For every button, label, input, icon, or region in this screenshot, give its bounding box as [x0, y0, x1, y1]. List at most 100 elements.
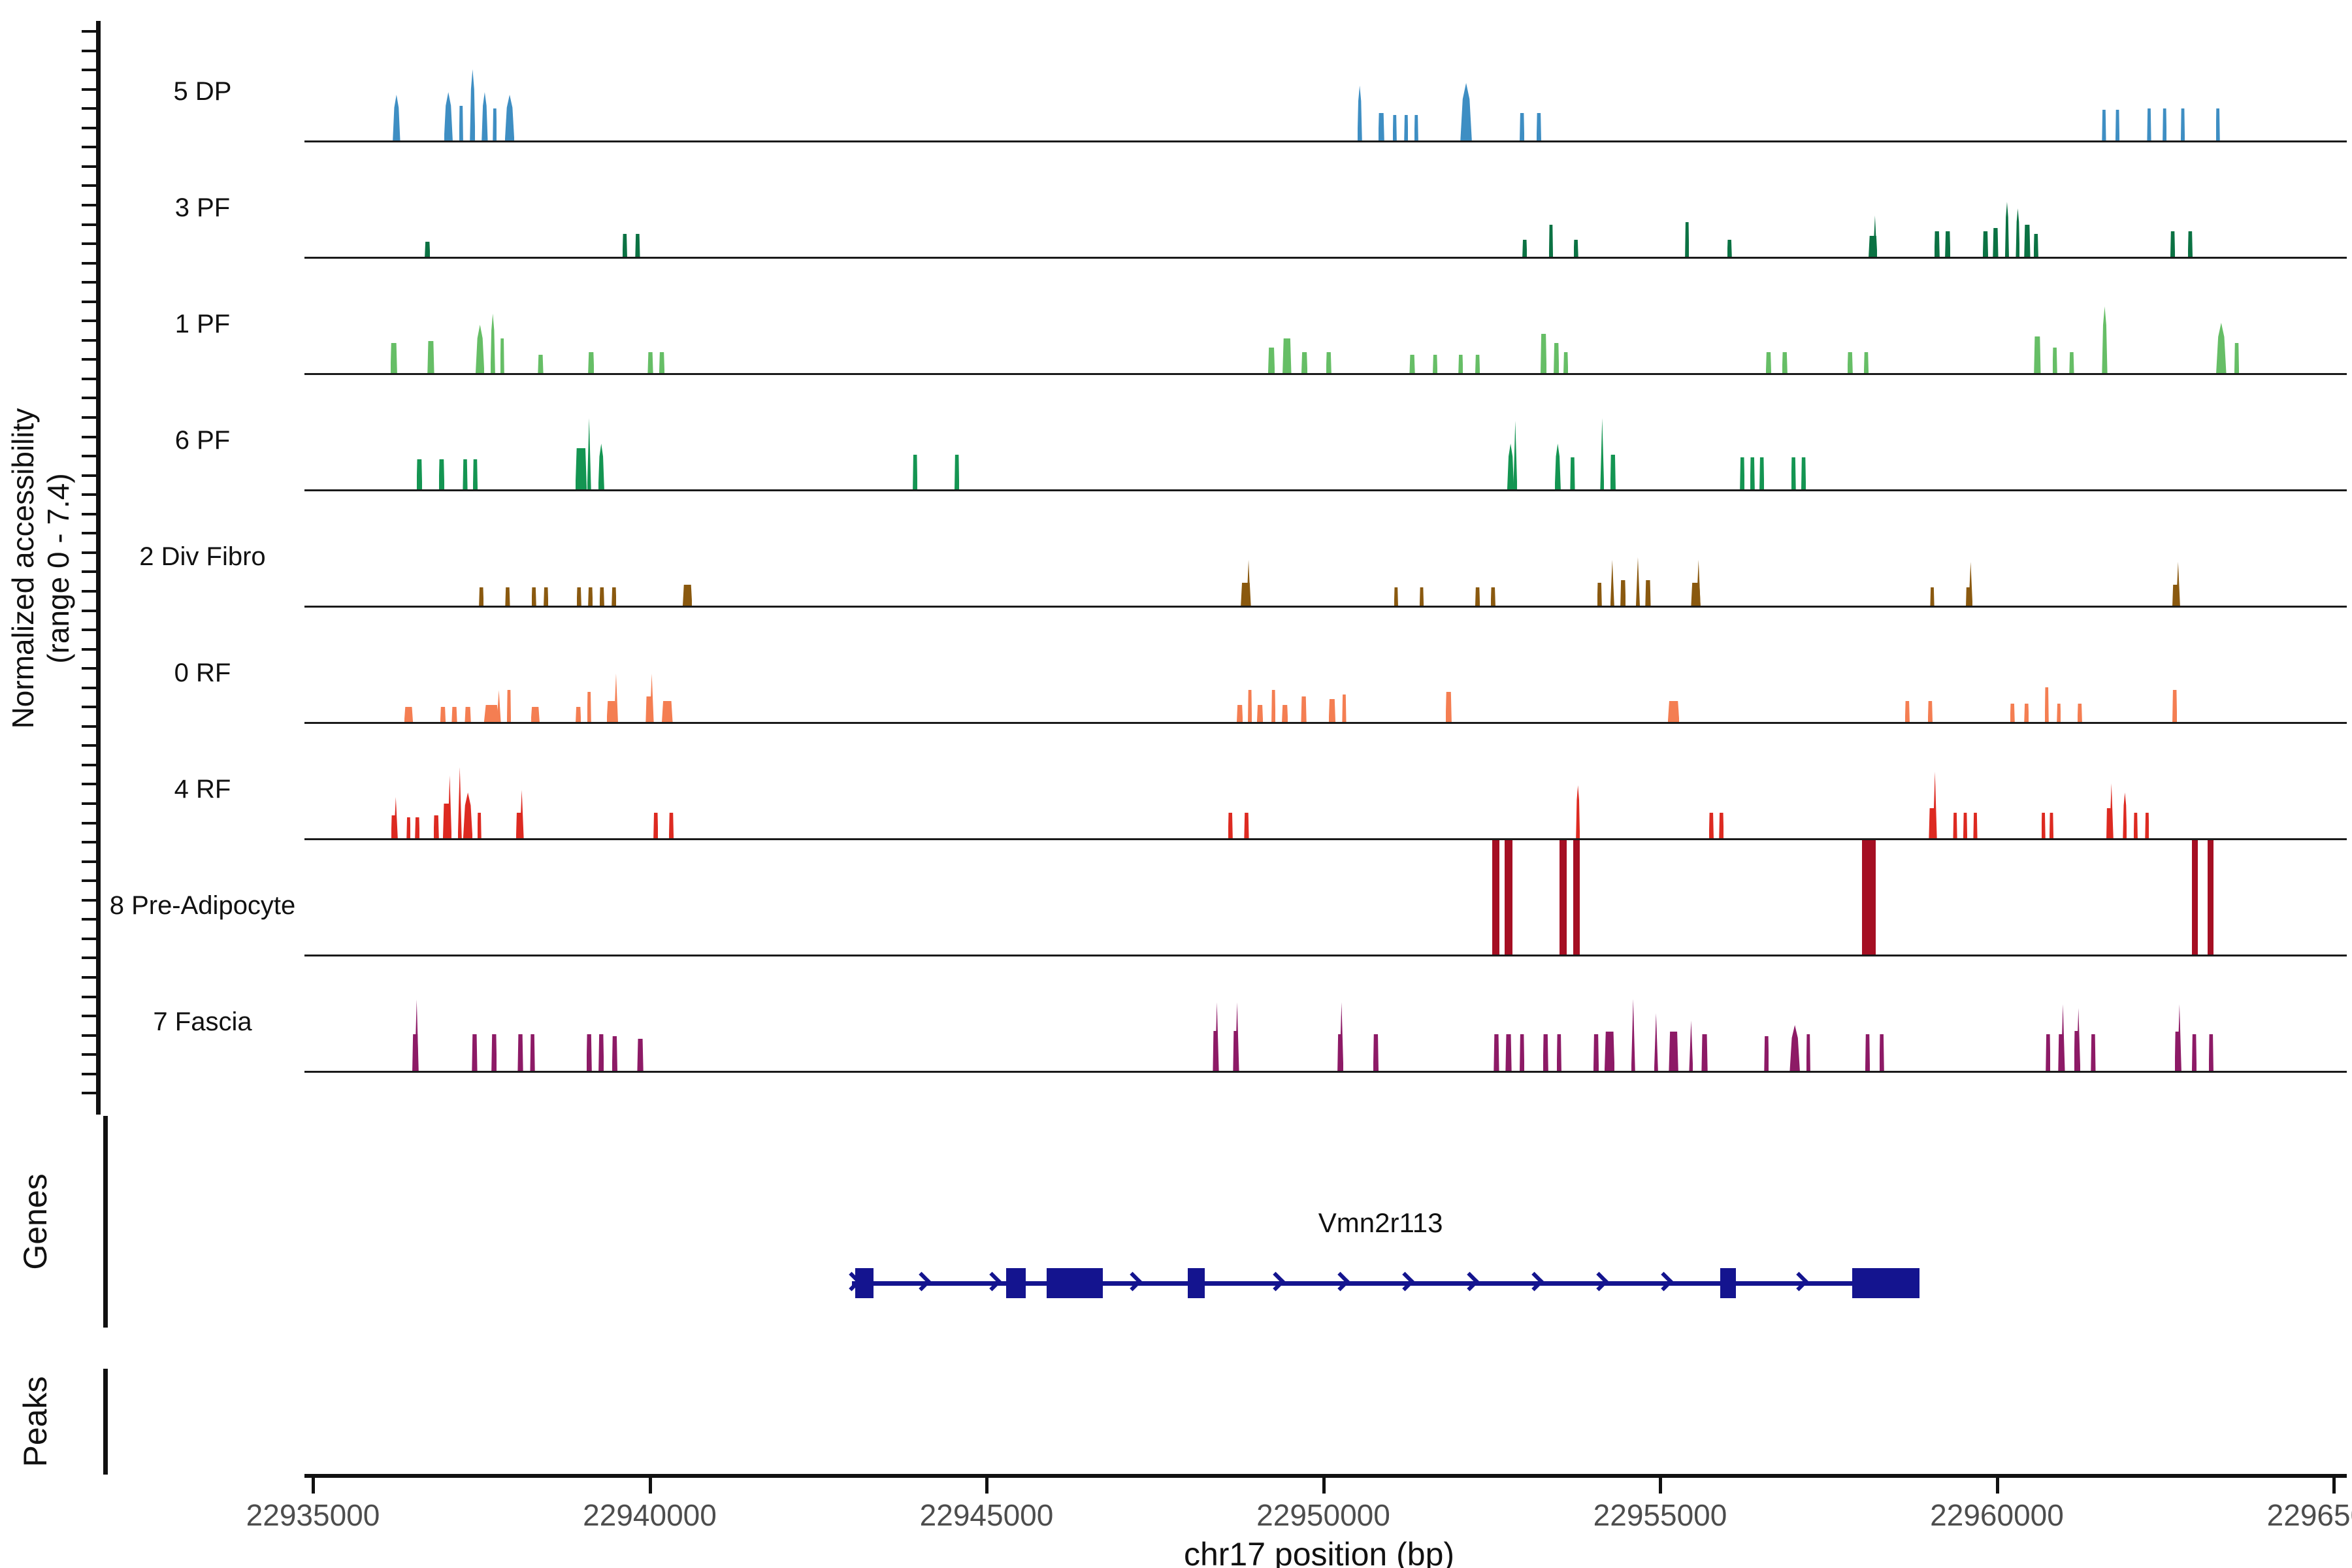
y-axis-title-line2: (range 0 - 7.4): [41, 473, 75, 664]
y-axis-tick: [82, 493, 96, 497]
gene-strand-arrow-icon: [1789, 1271, 1809, 1292]
coverage-bar: [1520, 1034, 1525, 1071]
coverage-bar: [613, 674, 618, 722]
coverage-bar: [1953, 813, 1957, 838]
coverage-bar: [2058, 1034, 2064, 1071]
coverage-bar: [588, 352, 595, 373]
coverage-bar: [622, 234, 627, 257]
coverage-bar: [913, 455, 918, 489]
coverage-bar: [1490, 587, 1495, 606]
coverage-bar: [1522, 240, 1527, 257]
coverage-bar: [1973, 813, 1978, 838]
coverage-bar: [1782, 352, 1788, 373]
y-axis-tick: [82, 570, 96, 574]
coverage-bar: [1267, 348, 1275, 373]
coverage-bar: [2176, 562, 2180, 606]
coverage-bar: [1394, 587, 1398, 606]
x-axis-tick-label: 22965000: [2266, 1498, 2352, 1532]
coverage-bar: [2077, 704, 2082, 722]
y-axis-tick: [82, 223, 96, 226]
y-axis-tick: [82, 416, 96, 419]
coverage-bar: [635, 234, 640, 257]
x-axis-tick-label: 22950000: [1256, 1498, 1390, 1532]
coverage-bar: [653, 813, 659, 838]
coverage-bar: [531, 707, 540, 722]
coverage-bar: [475, 325, 485, 373]
coverage-bar: [531, 587, 536, 606]
y-axis-tick: [82, 474, 96, 477]
coverage-bar: [1458, 355, 1463, 373]
coverage-bar: [2033, 234, 2038, 257]
gene-strand-arrow-icon: [1122, 1271, 1143, 1292]
coverage-bar: [2024, 704, 2029, 722]
coverage-bar: [649, 674, 654, 722]
coverage-bar: [2208, 1034, 2213, 1071]
coverage-bar: [2216, 323, 2227, 373]
coverage-bar: [2069, 352, 2074, 373]
coverage-bar: [668, 813, 674, 838]
track-label-5-dp: 5 DP: [173, 77, 232, 106]
coverage-bar: [1573, 240, 1578, 257]
y-axis-tick: [82, 898, 96, 902]
coverage-bar: [612, 1036, 617, 1071]
coverage-bar: [1696, 560, 1701, 606]
track-label-0-rf: 0 RF: [174, 659, 231, 687]
genes-section-label: Genes: [17, 1173, 54, 1270]
coverage-bar: [1610, 455, 1616, 489]
coverage-bar: [393, 95, 400, 140]
coverage-bar: [1563, 352, 1569, 373]
peaks-section-label: Peaks: [17, 1376, 54, 1467]
coverage-bar: [1963, 813, 1968, 838]
coverage-bar: [1392, 115, 1397, 140]
coverage-bar: [1560, 840, 1567, 955]
coverage-bar: [2057, 704, 2061, 722]
coverage-bar: [1576, 785, 1580, 838]
coverage-bar: [1520, 113, 1525, 140]
coverage-bar: [1419, 587, 1424, 606]
x-axis-tick-label: 22955000: [1593, 1498, 1727, 1532]
coverage-bar: [2041, 813, 2046, 838]
coverage-bar: [1597, 583, 1602, 606]
y-axis-tick: [82, 338, 96, 342]
gene-name-label: Vmn2r113: [1318, 1207, 1443, 1238]
coverage-bar: [2102, 306, 2108, 373]
y-axis-tick: [82, 377, 96, 380]
track-label-8-pre-adipocyte: 8 Pre-Adipocyte: [109, 891, 296, 920]
coverage-bar: [1801, 457, 1806, 489]
coverage-bar: [2004, 202, 2009, 257]
coverage-bar: [2091, 1034, 2096, 1071]
coverage-bar: [575, 448, 587, 489]
coverage-bar: [1993, 228, 1999, 257]
y-axis-tick: [82, 107, 96, 110]
coverage-bar: [1228, 813, 1233, 838]
y-axis-tick: [82, 551, 96, 554]
coverage-bar: [1342, 694, 1347, 722]
coverage-bar: [1573, 840, 1580, 955]
gene-exon: [855, 1268, 874, 1298]
y-axis-tick: [82, 667, 96, 670]
y-axis-tick: [82, 1015, 96, 1018]
x-axis-tick-label: 22960000: [1930, 1498, 2064, 1532]
track-baseline: [304, 606, 2347, 608]
coverage-bar: [477, 813, 482, 838]
track-label-4-rf: 4 RF: [174, 775, 231, 804]
coverage-bar: [1554, 444, 1561, 489]
coverage-bar: [1282, 338, 1292, 373]
coverage-bar: [519, 790, 524, 838]
coverage-bar: [612, 587, 617, 606]
x-axis-tick: [1995, 1478, 1999, 1494]
coverage-bar: [406, 817, 411, 838]
coverage-bar: [444, 92, 453, 140]
coverage-bar: [955, 455, 960, 489]
coverage-bar: [433, 815, 439, 838]
coverage-bar: [1982, 231, 1989, 257]
y-axis-tick: [82, 300, 96, 303]
gene-exon: [1720, 1268, 1737, 1298]
coverage-bar: [1248, 690, 1252, 722]
coverage-bar: [1604, 1032, 1615, 1071]
coverage-bar: [1791, 457, 1796, 489]
coverage-bar: [391, 815, 397, 838]
y-axis-tick: [82, 1053, 96, 1056]
gene-strand-arrow-icon: [1395, 1271, 1415, 1292]
coverage-bar: [483, 705, 499, 722]
